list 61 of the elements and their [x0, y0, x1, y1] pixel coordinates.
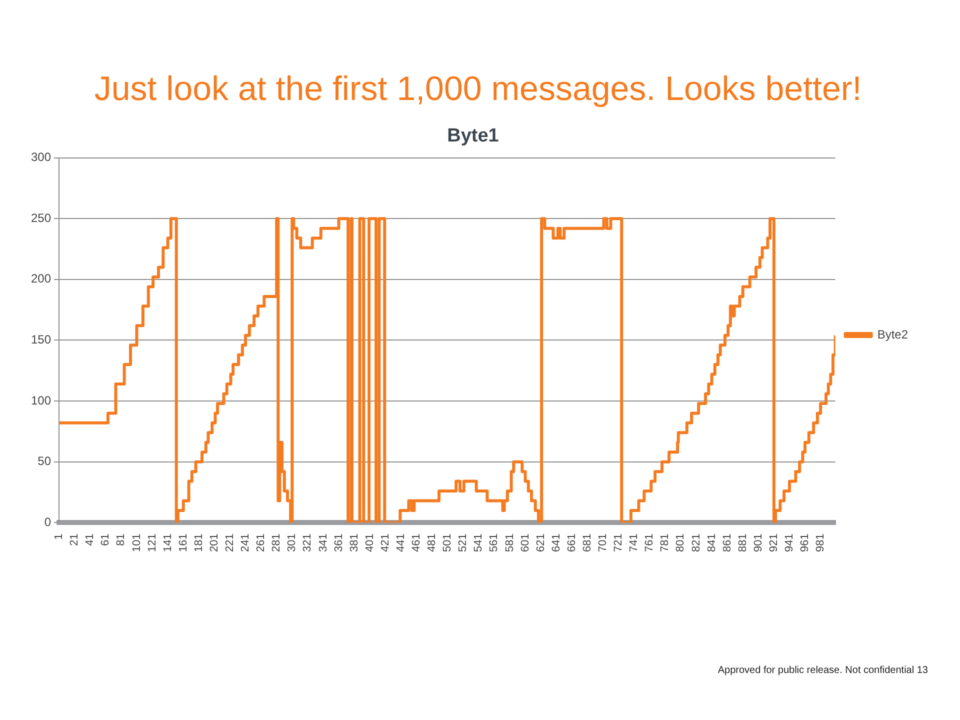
- y-tick-label: 150: [30, 332, 52, 347]
- x-tick-label: 501: [442, 534, 454, 552]
- x-tick-label: 761: [644, 534, 656, 552]
- x-tick-label: 21: [68, 534, 81, 546]
- x-tick-label: 561: [488, 534, 500, 552]
- x-tick-label: 881: [736, 534, 749, 552]
- y-tick-label: 100: [30, 393, 52, 408]
- x-tick-label: 521: [457, 534, 470, 552]
- chart-title: Just look at the first 1,000 messages. Looks better!: [93, 70, 863, 109]
- x-tick-label: 1: [53, 534, 66, 540]
- x-tick-label: 781: [659, 534, 672, 552]
- x-tick-label: 101: [130, 534, 143, 552]
- x-tick-label: 321: [302, 534, 314, 552]
- x-tick-label: 741: [628, 534, 640, 552]
- x-tick-label: 81: [115, 534, 128, 546]
- x-tick-label: 681: [581, 534, 594, 552]
- x-tick-label: 621: [534, 534, 547, 552]
- x-tick-label: 661: [566, 534, 578, 552]
- x-tick-label: 421: [379, 534, 392, 552]
- x-tick-label: 861: [721, 534, 734, 552]
- x-tick-label: 141: [162, 534, 174, 552]
- x-tick-label: 901: [752, 534, 764, 552]
- x-tick-label: 581: [504, 534, 516, 552]
- x-tick-label: 121: [146, 534, 158, 552]
- x-tick-label: 41: [84, 534, 96, 546]
- x-tick-label: 341: [317, 534, 330, 552]
- x-tick-label: 701: [597, 534, 609, 552]
- x-tick-label: 221: [224, 534, 236, 552]
- chart-subtitle: Byte1: [447, 126, 500, 147]
- y-tick-label: 300: [30, 150, 52, 164]
- x-tick-label: 641: [550, 534, 562, 552]
- x-tick-label: 161: [177, 534, 190, 552]
- x-tick-label: 961: [799, 534, 812, 552]
- x-tick-label: 601: [519, 534, 532, 552]
- x-tick-label: 181: [192, 534, 205, 552]
- x-tick-label: 441: [394, 534, 407, 552]
- x-tick-label: 941: [784, 534, 796, 552]
- x-tick-label: 481: [426, 534, 438, 552]
- x-tick-label: 201: [208, 534, 220, 552]
- x-tick-label: 721: [612, 534, 625, 552]
- x-tick-label: 61: [100, 534, 112, 546]
- x-tick-label: 401: [364, 534, 376, 552]
- x-tick-label: 921: [768, 534, 780, 552]
- x-tick-label: 841: [706, 534, 718, 552]
- x-tick-label: 381: [348, 534, 360, 552]
- x-tick-label: 261: [255, 534, 268, 552]
- x-tick-label: 281: [270, 534, 283, 552]
- y-tick-label: 50: [38, 454, 52, 468]
- x-tick-label: 301: [286, 534, 298, 552]
- x-tick-label: 801: [674, 534, 687, 552]
- y-tick-label: 200: [30, 272, 52, 286]
- legend-label: Byte2: [877, 327, 908, 342]
- y-tick-label: 250: [30, 210, 52, 225]
- x-tick-label: 541: [472, 534, 485, 552]
- y-tick-label: 0: [44, 514, 52, 529]
- text: Approved for public release. Not confidential 13: [716, 665, 929, 676]
- x-tick-label: 361: [332, 534, 345, 552]
- x-tick-label: 821: [690, 534, 702, 552]
- x-tick-label: 981: [814, 534, 827, 552]
- x-tick-label: 241: [240, 534, 252, 552]
- x-tick-label: 461: [410, 534, 423, 552]
